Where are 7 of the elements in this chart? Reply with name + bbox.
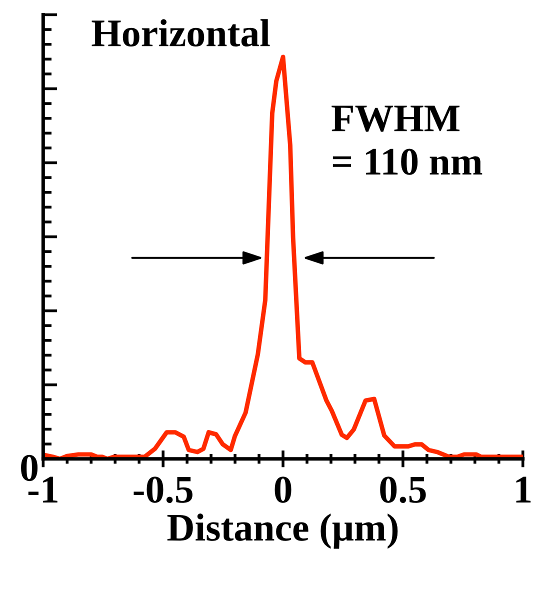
annotation: FWHM = 110 nm: [332, 106, 482, 175]
chart-title: Horizontal: [92, 19, 270, 47]
x-tick-label: 0: [274, 476, 292, 503]
x-tick-label: -0.5: [134, 476, 192, 504]
x-tick-label: 1: [516, 476, 531, 502]
x-tick-label: 0.5: [380, 476, 426, 504]
x-axis-title: Distance (μm): [167, 514, 398, 549]
